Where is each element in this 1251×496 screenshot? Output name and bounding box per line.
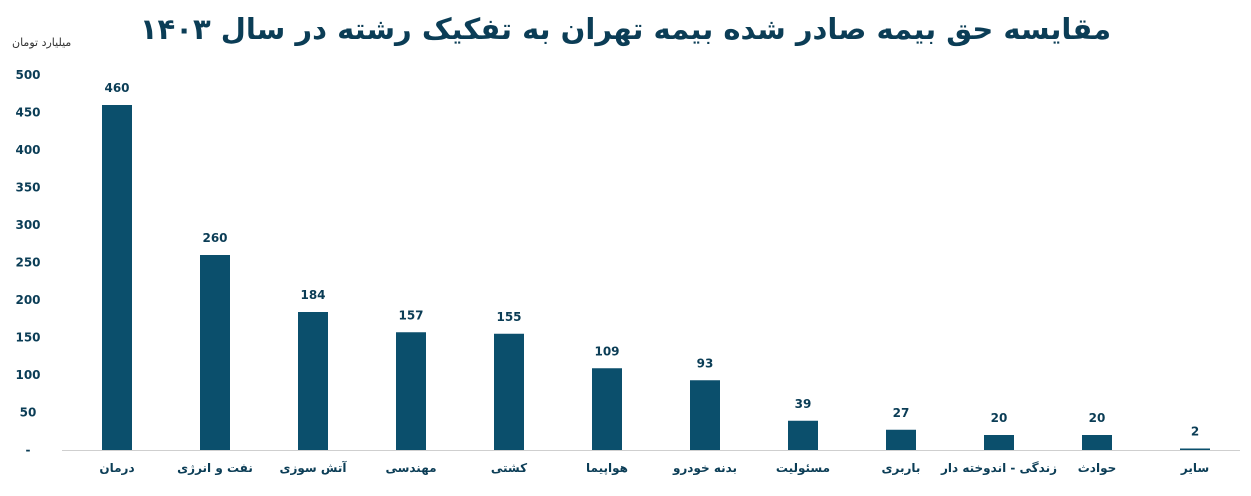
bars (102, 105, 1210, 450)
category-label: درمان (99, 461, 134, 475)
data-label: 184 (300, 288, 325, 302)
bar (592, 368, 622, 450)
category-label: بدنه خودرو (672, 461, 737, 476)
y-tick-label: 300 (15, 218, 40, 232)
bar (396, 332, 426, 450)
data-label: 27 (893, 406, 910, 420)
data-label: 155 (496, 310, 521, 324)
bar (1082, 435, 1112, 450)
category-label: حوادث (1078, 461, 1117, 476)
category-label: کشتی (491, 461, 527, 475)
data-labels: 460 260 184 157 155 109 93 39 27 20 20 2 (104, 81, 1199, 439)
data-label: 2 (1191, 425, 1199, 439)
y-tick-label: 50 (20, 406, 37, 420)
category-labels: درمان نفت و انرژی آتش سوزی مهندسی کشتی هواپیم… (99, 460, 1209, 476)
data-label: 20 (991, 411, 1008, 425)
category-label: نفت و انرژی (177, 461, 253, 476)
bar (886, 429, 916, 450)
category-label: هواپیما (586, 461, 628, 476)
bar (494, 333, 524, 450)
category-label: زندگی - اندوخته دار (940, 461, 1057, 476)
y-tick-label: - (26, 443, 31, 457)
category-label: باربری (882, 461, 921, 475)
category-label: سایر (1180, 461, 1209, 475)
y-tick-label: 150 (15, 331, 40, 345)
bar (200, 255, 230, 450)
y-tick-label: 250 (15, 256, 40, 270)
y-tick-label: 500 (15, 68, 40, 82)
bar (788, 420, 818, 450)
category-label: مسئولیت (776, 461, 830, 476)
y-tick-label: 200 (15, 293, 40, 307)
bar (690, 380, 720, 450)
y-axis-ticks: 500 450 400 350 300 250 200 150 100 50 - (15, 68, 40, 457)
bar (1180, 448, 1210, 450)
y-tick-label: 100 (15, 368, 40, 382)
bar (984, 435, 1014, 450)
data-label: 109 (594, 344, 619, 358)
bar (102, 105, 132, 450)
bar (298, 312, 328, 450)
data-label: 460 (104, 81, 129, 95)
y-tick-label: 400 (15, 143, 40, 157)
data-label: 260 (202, 231, 227, 245)
category-label: آتش سوزی (280, 460, 348, 476)
data-label: 20 (1089, 411, 1106, 425)
category-label: مهندسی (385, 461, 436, 475)
data-label: 39 (795, 397, 812, 411)
data-label: 93 (697, 356, 714, 370)
y-tick-label: 350 (15, 181, 40, 195)
y-tick-label: 450 (15, 106, 40, 120)
data-label: 157 (398, 308, 423, 322)
chart-title: مقایسه حق بیمه صادر شده بیمه تهران به تف… (139, 12, 1112, 46)
y-axis-unit-label: میلیارد تومان (12, 36, 72, 49)
